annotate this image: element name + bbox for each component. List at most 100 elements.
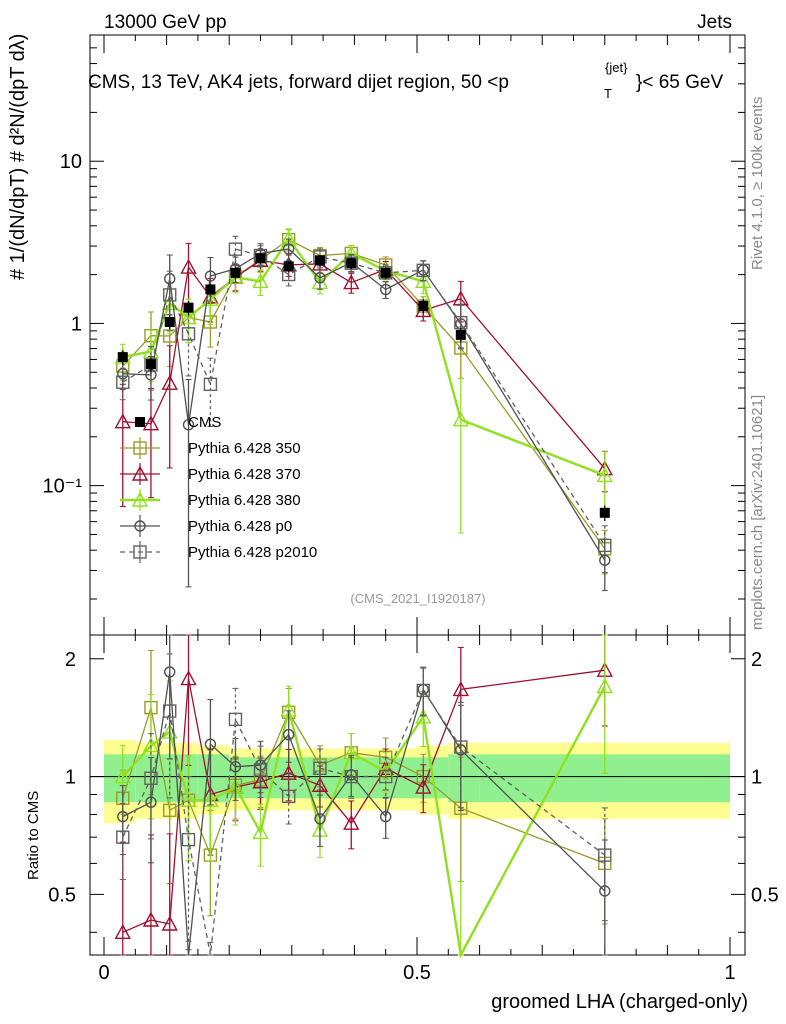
header-jets: Jets [697, 12, 732, 33]
ratio-point [114, 768, 131, 784]
x-axis-label: groomed LHA (charged-only) [491, 991, 748, 1013]
series-point [380, 283, 392, 296]
series-point [204, 270, 217, 282]
title-main: CMS, 13 TeV, AK4 jets, forward dijet reg… [88, 72, 509, 93]
series-point [142, 415, 160, 431]
ratio-point [314, 813, 326, 825]
plot-title: CMS, 13 TeV, AK4 jets, forward dijet reg… [88, 60, 723, 101]
legend-label: Pythia 6.428 p0 [188, 518, 292, 535]
ratio-point [181, 832, 196, 847]
ratio-point [452, 680, 469, 697]
x-tick-label: 1 [724, 962, 735, 984]
series-line [122, 238, 606, 550]
ratio-point [142, 911, 160, 927]
band-stat [448, 754, 480, 803]
series-point [114, 413, 131, 429]
series-point [343, 274, 360, 290]
ratio-point [313, 761, 327, 775]
data-point [164, 317, 175, 328]
series-point [252, 272, 269, 289]
legend-entry: Pythia 6.428 350 [120, 437, 301, 459]
rivet-label: Rivet 4.1.0, ≥ 100k events [749, 97, 766, 270]
legend-marker [133, 441, 147, 455]
ratio-line [121, 685, 606, 959]
series-point [116, 375, 130, 389]
series-point [228, 242, 243, 256]
ratio-point [144, 771, 158, 785]
series-point [161, 374, 178, 390]
data-point [117, 352, 128, 363]
legend-entry: Pythia 6.428 370 [120, 463, 301, 485]
series-point [314, 272, 326, 284]
ratio-point [282, 728, 295, 741]
legend-marker [131, 465, 149, 481]
series-point [415, 272, 432, 289]
series-point [599, 554, 611, 566]
series-point [163, 288, 177, 302]
main-ytick-label: 10⁻¹ [43, 476, 83, 498]
data-point [314, 255, 325, 266]
ratio-ytick-label-right: 0.5 [751, 884, 779, 906]
ratio-ytick-label-right: 1 [751, 767, 762, 789]
data-point [380, 267, 391, 278]
ratio-point [180, 791, 197, 807]
data-point [455, 329, 466, 340]
ratio-panel-axes: 0.5 0.5 1 1 2 2 0 0.5 1 [48, 634, 779, 984]
x-tick-label: 0.5 [403, 962, 431, 984]
ratio-point [598, 848, 612, 862]
series-point [598, 538, 612, 553]
band-stat [197, 754, 230, 803]
legend-entry: CMS [135, 414, 221, 431]
ratio-point [380, 810, 392, 823]
ratio-line [122, 669, 605, 933]
data-point [145, 359, 156, 370]
ratio-ytick-label: 0.5 [48, 884, 76, 906]
series-point [452, 411, 469, 427]
series-p380 [114, 228, 613, 534]
ratio-ytick-label: 1 [65, 767, 76, 789]
legend-entry: Pythia 6.428 380 [120, 489, 301, 511]
ratio-ylabel: Ratio to CMS [25, 791, 42, 880]
ratio-point [180, 670, 197, 686]
band-stat [104, 754, 136, 803]
data-point [205, 284, 216, 295]
ratio-ytick-label-right: 2 [751, 649, 762, 671]
ratio-point [281, 789, 296, 804]
series-point [182, 419, 195, 431]
ratio-point [596, 677, 613, 694]
x-tick-label: 0 [98, 962, 109, 984]
ratio-point [415, 778, 432, 794]
main-panel-axes: 10⁻¹ 1 10 [43, 34, 746, 636]
series-point [344, 256, 358, 270]
ratio-point [416, 683, 430, 698]
legend-label: Pythia 6.428 p2010 [188, 544, 317, 561]
main-ytick-label: 1 [71, 313, 82, 335]
series-line [122, 248, 606, 561]
mcplots-label: mcplots.cern.ch [arXiv:2401.10621] [749, 395, 766, 630]
ratio-point [228, 712, 243, 727]
ratio-point [379, 769, 393, 784]
ratio-point [344, 769, 358, 784]
title-sub: T [604, 86, 612, 101]
ratio-panel-series [114, 634, 613, 959]
ratio-point [114, 923, 131, 940]
main-panel-series [114, 228, 613, 592]
ratio-point [204, 738, 217, 750]
series-point [180, 309, 197, 325]
ratio-point [415, 708, 432, 724]
ratio-line [122, 671, 606, 956]
main-ytick-label: 10 [60, 151, 82, 173]
series-point [596, 466, 613, 483]
data-point [255, 253, 266, 264]
analysis-tag: (CMS_2021_I1920187) [350, 591, 485, 606]
ratio-point [116, 830, 130, 844]
title-end: }< 65 GeV [636, 72, 723, 93]
legend-marker [131, 491, 149, 507]
series-point [203, 377, 218, 392]
ratio-point [161, 915, 178, 931]
legend-marker [134, 520, 146, 532]
ratio-point [142, 737, 160, 753]
legend-marker [135, 417, 145, 427]
ratio-point [343, 814, 360, 830]
